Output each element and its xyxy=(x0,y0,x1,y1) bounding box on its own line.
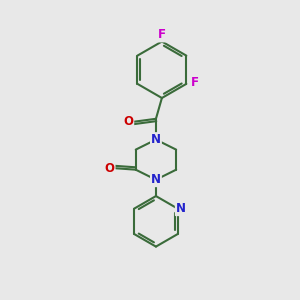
Text: O: O xyxy=(105,162,115,175)
Text: N: N xyxy=(151,173,161,186)
Text: N: N xyxy=(176,202,186,215)
Text: N: N xyxy=(151,133,161,146)
Text: O: O xyxy=(123,115,133,128)
Text: F: F xyxy=(191,76,199,89)
Text: F: F xyxy=(158,28,166,41)
